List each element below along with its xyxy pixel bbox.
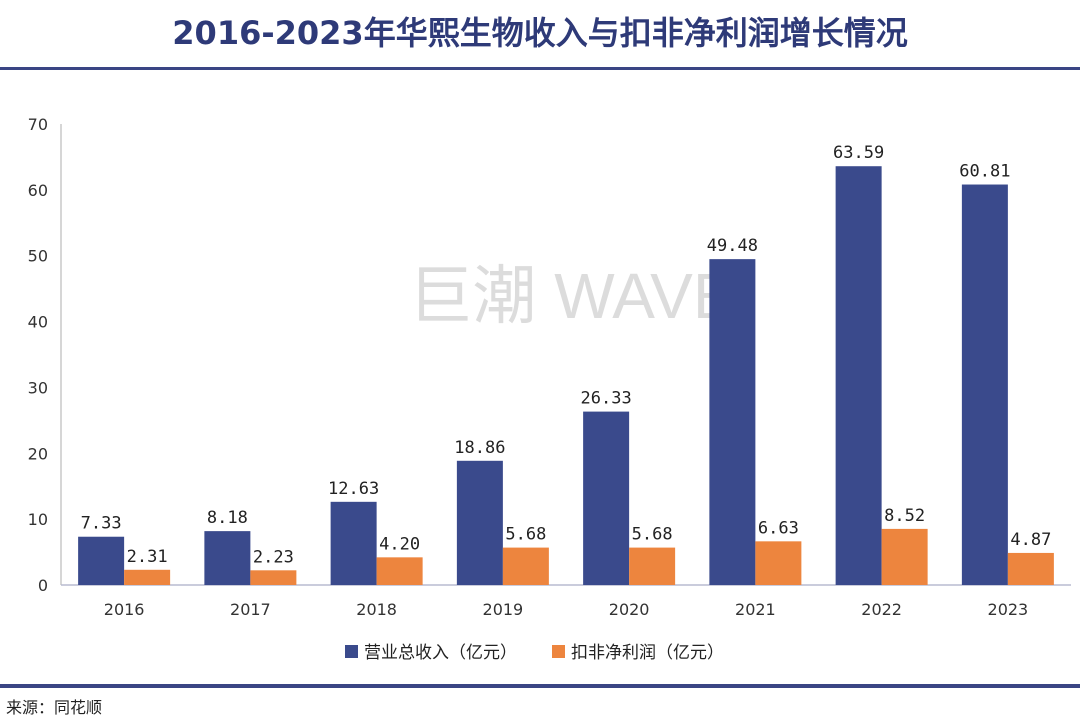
bar-revenue bbox=[78, 536, 125, 585]
legend-label: 营业总收入（亿元） bbox=[364, 643, 517, 663]
data-label: 60.81 bbox=[959, 162, 1010, 182]
y-tick-label: 10 bbox=[28, 510, 48, 529]
y-tick-label: 70 bbox=[28, 115, 48, 134]
y-tick-label: 40 bbox=[28, 313, 48, 332]
y-tick-label: 50 bbox=[28, 247, 48, 266]
data-label: 5.68 bbox=[632, 525, 673, 545]
legend-swatch bbox=[552, 645, 565, 658]
chart-title: 2016-2023年华熙生物收入与扣非净利润增长情况 bbox=[172, 14, 908, 52]
x-tick-label: 2017 bbox=[230, 600, 271, 619]
top-divider bbox=[0, 67, 1080, 70]
bar-revenue bbox=[456, 460, 503, 585]
x-tick-label: 2020 bbox=[609, 600, 650, 619]
y-tick-label: 30 bbox=[28, 378, 48, 397]
watermark: 巨潮 WAVE bbox=[408, 260, 735, 332]
bar-net-profit bbox=[124, 569, 171, 585]
bar-net-profit bbox=[881, 528, 928, 585]
bar-net-profit bbox=[376, 557, 423, 585]
bar-net-profit bbox=[755, 541, 802, 585]
data-label: 5.68 bbox=[505, 525, 546, 545]
y-tick-label: 20 bbox=[28, 444, 48, 463]
data-label: 2.31 bbox=[127, 547, 168, 567]
bar-revenue bbox=[709, 259, 756, 585]
data-label: 12.63 bbox=[328, 479, 379, 499]
bar-net-profit bbox=[250, 570, 297, 585]
x-tick-label: 2019 bbox=[483, 600, 524, 619]
data-label: 6.63 bbox=[758, 518, 799, 538]
bar-revenue bbox=[835, 166, 882, 586]
x-tick-label: 2021 bbox=[735, 600, 776, 619]
data-label: 26.33 bbox=[581, 389, 632, 409]
data-label: 2.23 bbox=[253, 547, 294, 567]
bar-revenue bbox=[204, 531, 251, 585]
legend-swatch bbox=[345, 645, 358, 658]
x-tick-label: 2016 bbox=[104, 600, 145, 619]
bar-net-profit bbox=[629, 547, 676, 585]
data-label: 18.86 bbox=[454, 438, 505, 458]
x-tick-label: 2022 bbox=[861, 600, 902, 619]
data-label: 63.59 bbox=[833, 143, 884, 163]
data-label: 8.52 bbox=[884, 506, 925, 526]
bar-net-profit bbox=[502, 547, 549, 585]
y-tick-label: 0 bbox=[38, 576, 48, 595]
data-label: 7.33 bbox=[81, 514, 122, 534]
x-tick-label: 2018 bbox=[356, 600, 397, 619]
data-label: 49.48 bbox=[707, 236, 758, 256]
bar-revenue bbox=[330, 501, 377, 585]
bottom-divider bbox=[0, 684, 1080, 688]
y-tick-label: 60 bbox=[28, 181, 48, 200]
bar-revenue bbox=[583, 411, 630, 585]
data-label: 4.87 bbox=[1010, 530, 1051, 550]
data-label: 8.18 bbox=[207, 508, 248, 528]
legend-label: 扣非净利润（亿元） bbox=[571, 643, 724, 663]
bar-revenue bbox=[961, 184, 1008, 586]
x-tick-label: 2023 bbox=[988, 600, 1029, 619]
bar-net-profit bbox=[1007, 552, 1054, 585]
source-note: 来源：同花顺 bbox=[6, 698, 103, 717]
data-label: 4.20 bbox=[379, 534, 420, 554]
